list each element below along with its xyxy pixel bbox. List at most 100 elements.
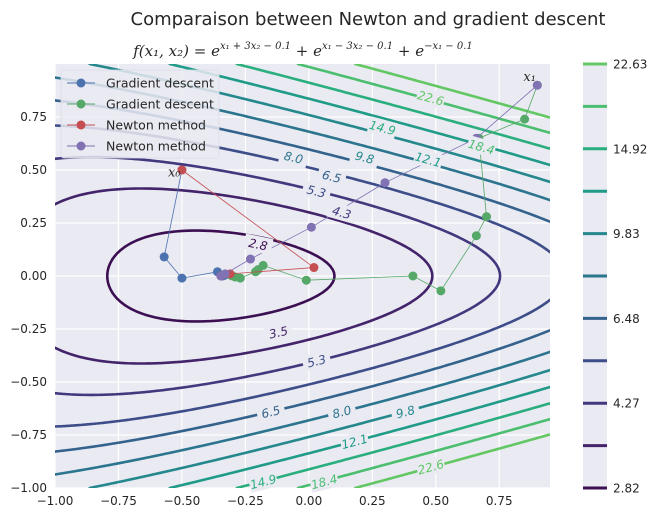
contour-label: 9.8 — [349, 145, 381, 169]
x-tick-label: −0.25 — [227, 494, 264, 508]
title-e1: e — [211, 42, 220, 60]
contour-label-text: 18.4 — [467, 137, 497, 158]
legend-label: Newton method — [106, 139, 206, 154]
contour-label: 3.5 — [263, 321, 294, 344]
colorbar-tick-label: 6.48 — [613, 312, 640, 326]
point-annotation: x₁ — [523, 70, 536, 85]
legend-marker — [76, 141, 86, 151]
contour-label: 4.3 — [326, 200, 358, 224]
contour-label-text: 8.0 — [283, 149, 305, 167]
data-point — [306, 222, 316, 232]
legend-marker — [76, 99, 86, 109]
legend-marker — [76, 120, 86, 130]
contour-label: 18.4 — [308, 470, 340, 493]
x-tick-label: −0.75 — [100, 494, 137, 508]
legend-label: Newton method — [106, 118, 206, 133]
contour-label: 9.8 — [389, 400, 421, 424]
contour-label-bg — [326, 400, 358, 423]
y-tick-label: 0.50 — [20, 163, 47, 177]
title-exp1: x₁ + 3x₂ − 0.1 — [220, 41, 291, 52]
legend-marker — [76, 78, 86, 88]
contour-label-bg — [263, 321, 294, 344]
y-tick-label: −0.25 — [10, 322, 47, 336]
y-tick-label: 0.75 — [20, 110, 47, 124]
legend-entry: Newton method — [67, 139, 206, 154]
contour-label: 22.6 — [415, 455, 447, 479]
contour-level-14.92 — [235, 64, 550, 488]
legend-label: Gradient descent — [106, 97, 214, 112]
contour-label-text: 22.6 — [416, 457, 446, 478]
contour-label-bg — [465, 135, 498, 159]
data-point — [520, 114, 530, 124]
x-tick-label: −1.00 — [37, 494, 74, 508]
contour-label-bg — [316, 165, 348, 188]
contour-label-bg — [300, 180, 333, 203]
legend-entry: Newton method — [67, 118, 206, 133]
contour-label-text: 3.5 — [268, 324, 290, 342]
point-annotation: x₀ — [168, 165, 181, 180]
contour-label-bg — [255, 400, 287, 423]
y-tick-label: −0.75 — [10, 428, 47, 442]
data-point — [177, 165, 187, 175]
data-point — [482, 212, 492, 222]
colorbar-tick-label: 22.63 — [613, 58, 647, 72]
contour-label: 6.5 — [316, 165, 348, 188]
contour-label: 6.5 — [255, 400, 287, 423]
contour-level-2.82 — [105, 229, 336, 323]
axis-ticks: −1.00 −0.75 −0.50 −0.25 0.00 0.25 0.50 0.75 −1.0… — [10, 110, 512, 508]
chart-suptitle: Comparaison between Newton and gradient … — [131, 9, 606, 30]
y-tick-label: 0.00 — [20, 269, 47, 283]
contour-label-bg — [326, 200, 358, 224]
contour-label-text: 18.4 — [310, 472, 339, 492]
x-tick-label: 0.50 — [422, 494, 449, 508]
contour-label-text: 5.3 — [306, 352, 328, 370]
title-e2: e — [313, 42, 322, 60]
annotations: x₀ x₁ — [168, 70, 536, 180]
x-tick-label: 0.75 — [486, 494, 513, 508]
contour-label-text: 14.9 — [368, 118, 397, 138]
contour-label-text: 12.1 — [413, 150, 442, 171]
contour-label-bg — [308, 470, 340, 493]
contour-label-text: 12.1 — [340, 432, 369, 452]
contour-label-text: 9.8 — [354, 149, 376, 168]
contour-label-text: 14.9 — [249, 472, 278, 492]
contour-label-bg — [415, 86, 447, 110]
contour-label-text: 6.5 — [321, 168, 343, 186]
contour-label: 14.9 — [366, 116, 399, 139]
colorbar: 2.82 4.27 6.48 9.83 14.92 22.63 — [583, 58, 647, 496]
contour-label-bg — [242, 233, 274, 255]
contour-label: 5.3 — [300, 180, 333, 203]
data-point — [532, 80, 542, 90]
contour-label: 12.1 — [338, 430, 371, 453]
contour-label: 5.3 — [300, 349, 333, 372]
data-point — [380, 178, 390, 188]
data-point — [245, 254, 255, 264]
contour-label-bg — [389, 400, 421, 424]
y-tick-label: 0.25 — [20, 216, 47, 230]
data-point — [436, 286, 446, 296]
data-point — [177, 273, 187, 283]
contour-label-text: 6.5 — [260, 403, 282, 421]
axes-title: f(x₁, x₂) = ex₁ + 3x₂ − 0.1 + ex₁ − 3x₂ … — [132, 41, 473, 60]
contour-label-text: 9.8 — [394, 403, 416, 422]
contour-label: 22.6 — [415, 86, 447, 110]
contour-label-bg — [278, 146, 310, 169]
title-plus2: + — [393, 42, 415, 60]
contour-label: 8.0 — [278, 146, 310, 169]
title-exp3: −x₁ − 0.1 — [424, 41, 473, 52]
data-point — [216, 271, 226, 281]
colorbar-tick-label: 14.92 — [613, 142, 647, 156]
contour-label: 18.4 — [465, 135, 498, 159]
contour-label-bg — [412, 147, 444, 171]
data-point — [471, 231, 481, 241]
data-point — [301, 275, 311, 285]
legend-entry: Gradient descent — [67, 76, 214, 91]
contour-level-12.1 — [168, 64, 550, 488]
y-tick-label: −0.50 — [10, 375, 47, 389]
contour-label: 2.8 — [242, 233, 274, 255]
legend-entry: Gradient descent — [67, 97, 214, 112]
contour-label-text: 5.3 — [305, 183, 327, 201]
colorbar-tick-label: 2.82 — [613, 482, 640, 496]
legend-label: Gradient descent — [106, 76, 214, 91]
